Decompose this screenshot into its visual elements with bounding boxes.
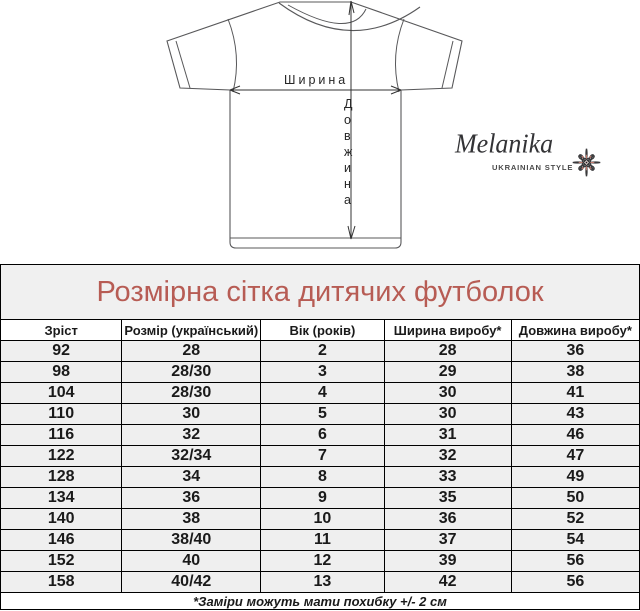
svg-text:ж: ж: [344, 145, 353, 159]
svg-text:Ширина: Ширина: [284, 73, 348, 87]
svg-text:и: и: [344, 161, 351, 175]
svg-text:в: в: [344, 129, 351, 143]
svg-text:о: о: [344, 113, 351, 127]
svg-text:Д: Д: [344, 97, 353, 111]
svg-text:н: н: [344, 177, 351, 191]
svg-text:а: а: [344, 193, 351, 207]
